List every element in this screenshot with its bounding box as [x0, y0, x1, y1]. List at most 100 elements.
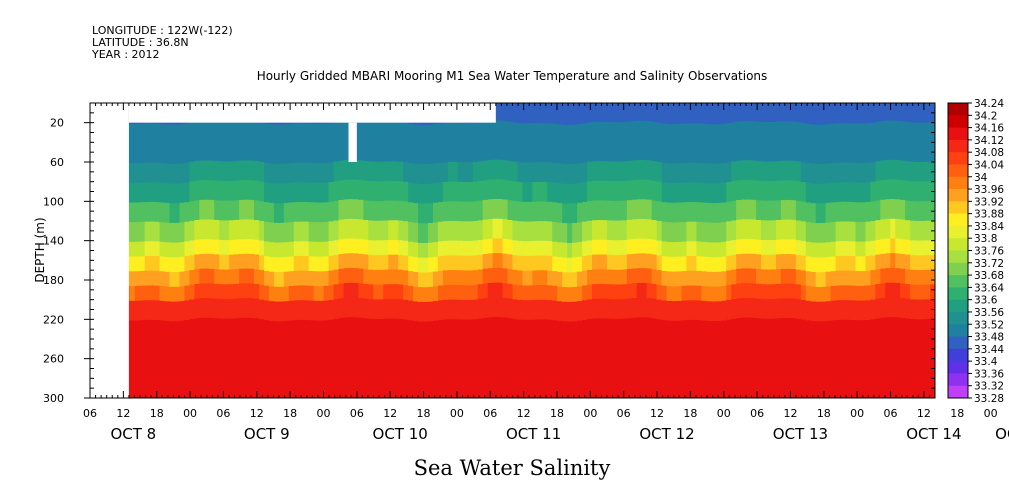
x-hour-tick-label: 00	[316, 407, 330, 420]
x-day-label: OCT 9	[244, 425, 290, 443]
variable-label: Sea Water Salinity	[414, 456, 611, 480]
colorbar-swatch	[948, 213, 968, 227]
colorbar-label: 33.76	[974, 246, 1004, 258]
longitude-label: LONGITUDE : 122W(-122)	[92, 24, 233, 37]
colorbar: 34.2434.234.1634.1234.0834.043433.9633.9…	[947, 98, 1004, 405]
x-day-label: OCT 8	[110, 425, 156, 443]
x-hour-tick-label: 12	[783, 407, 797, 420]
missing-data-region	[348, 122, 357, 162]
colorbar-swatch	[948, 262, 968, 276]
colorbar-swatch	[948, 324, 968, 338]
x-hour-tick-label: 06	[750, 407, 764, 420]
colorbar-swatch	[948, 361, 968, 374]
colorbar-label: 33.36	[974, 368, 1004, 380]
colorbar-label: 33.88	[974, 209, 1004, 221]
x-hour-tick-label: 18	[150, 407, 164, 420]
y-tick-label: 100	[43, 195, 64, 208]
y-tick-label: 140	[43, 235, 64, 248]
colorbar-label: 33.48	[974, 332, 1004, 344]
x-hour-tick-label: 12	[917, 407, 931, 420]
colorbar-swatch	[948, 238, 968, 251]
colorbar-label: 33.32	[974, 381, 1004, 393]
colorbar-label: 33.96	[974, 184, 1004, 196]
colorbar-label: 33.56	[974, 307, 1004, 319]
colorbar-label: 33.84	[974, 221, 1004, 233]
colorbar-swatch	[948, 201, 968, 215]
colorbar-swatch	[948, 152, 968, 165]
x-hour-tick-label: 00	[984, 407, 998, 420]
x-hour-tick-label: 18	[683, 407, 697, 420]
colorbar-label: 34.04	[974, 159, 1004, 171]
colorbar-label: 33.92	[974, 196, 1004, 208]
x-hour-tick-label: 18	[417, 407, 431, 420]
colorbar-label: 33.4	[974, 356, 998, 368]
x-hour-tick-label: 00	[717, 407, 731, 420]
colorbar-swatch	[948, 311, 968, 325]
x-day-label: OCT 15	[995, 425, 1009, 443]
chart-title: Hourly Gridded MBARI Mooring M1 Sea Wate…	[257, 69, 768, 83]
x-day-label: OCT 12	[639, 425, 694, 443]
x-hour-tick-label: 12	[383, 407, 397, 420]
colorbar-swatch	[948, 373, 968, 387]
colorbar-label: 33.64	[974, 282, 1004, 294]
x-hour-tick-label: 18	[817, 407, 831, 420]
colorbar-label: 34.12	[974, 135, 1004, 147]
x-hour-tick-label: 06	[884, 407, 898, 420]
colorbar-label: 34.24	[974, 98, 1004, 110]
colorbar-swatch	[948, 176, 968, 190]
x-hour-tick-label: 12	[250, 407, 264, 420]
missing-data-region	[90, 103, 129, 398]
colorbar-label: 34.16	[974, 123, 1004, 135]
x-hour-tick-label: 12	[116, 407, 130, 420]
colorbar-swatch	[948, 189, 968, 202]
x-hour-tick-label: 00	[450, 407, 464, 420]
colorbar-swatch	[948, 336, 968, 350]
x-hour-tick-label: 12	[517, 407, 531, 420]
y-tick-label: 180	[43, 274, 64, 287]
x-hour-tick-label: 00	[850, 407, 864, 420]
x-hour-tick-label: 12	[650, 407, 664, 420]
x-hour-tick-label: 06	[83, 407, 97, 420]
x-day-label: OCT 11	[506, 425, 561, 443]
x-hour-tick-label: 06	[216, 407, 230, 420]
latitude-label: LATITUDE : 36.8N	[92, 36, 189, 49]
x-hour-tick-label: 00	[183, 407, 197, 420]
colorbar-label: 33.44	[974, 344, 1004, 356]
year-label: YEAR : 2012	[92, 48, 160, 61]
colorbar-swatch	[948, 250, 968, 264]
x-hour-tick-label: 06	[483, 407, 497, 420]
colorbar-swatch	[948, 385, 968, 399]
colorbar-swatch	[948, 103, 968, 116]
colorbar-label: 34.2	[974, 110, 997, 122]
y-axis-label: DEPTH (m)	[33, 217, 47, 282]
colorbar-swatch	[948, 348, 968, 362]
y-tick-label: 260	[43, 353, 64, 366]
colorbar-swatch	[948, 139, 968, 153]
colorbar-swatch	[948, 115, 968, 129]
x-day-label: OCT 14	[906, 425, 961, 443]
x-hour-tick-label: 06	[617, 407, 631, 420]
missing-data-region	[128, 103, 496, 123]
colorbar-swatch	[948, 299, 968, 313]
y-tick-label: 220	[43, 313, 64, 326]
colorbar-label: 33.68	[974, 270, 1004, 282]
colorbar-label: 33.72	[974, 258, 1004, 270]
x-day-label: OCT 10	[373, 425, 428, 443]
colorbar-label: 33.28	[974, 393, 1004, 405]
colorbar-swatch	[948, 127, 968, 141]
colorbar-swatch	[948, 275, 968, 288]
colorbar-label: 33.8	[974, 233, 997, 245]
salinity-field	[90, 103, 935, 398]
colorbar-swatch	[948, 164, 968, 178]
x-day-label: OCT 13	[773, 425, 828, 443]
x-hour-tick-label: 18	[550, 407, 564, 420]
x-hour-tick-label: 18	[950, 407, 964, 420]
colorbar-label: 34.08	[974, 147, 1004, 159]
colorbar-swatch	[948, 287, 968, 301]
colorbar-label: 33.6	[974, 295, 998, 307]
colorbar-swatch	[948, 225, 968, 239]
y-tick-label: 300	[43, 392, 64, 405]
x-hour-tick-label: 06	[350, 407, 364, 420]
y-tick-label: 20	[50, 117, 64, 130]
